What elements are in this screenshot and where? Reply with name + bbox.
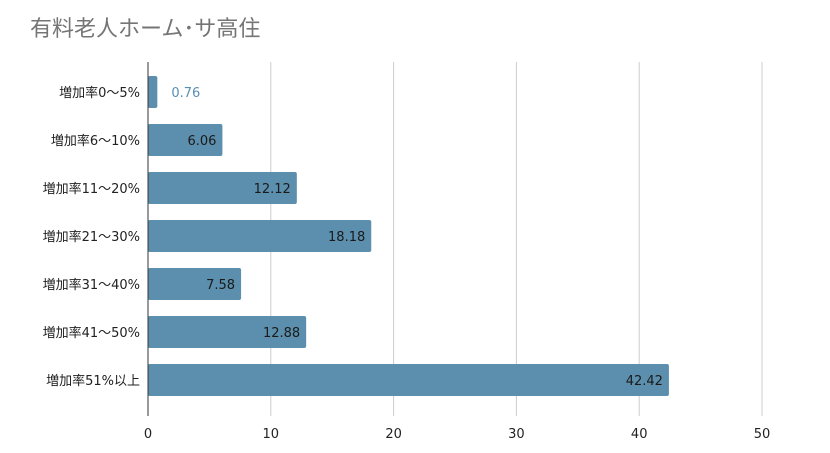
category-label: 増加率41〜50%: [43, 325, 140, 341]
bar: [148, 364, 669, 396]
grid-lines: [270, 62, 763, 416]
x-tick-label: 0: [144, 427, 152, 442]
category-label: 増加率0〜5%: [59, 85, 140, 101]
category-label: 増加率21〜30%: [43, 229, 140, 245]
data-label: 7.58: [206, 278, 235, 293]
data-label: 0.76: [171, 86, 200, 101]
data-label: 6.06: [187, 134, 216, 149]
category-label: 増加率11〜20%: [43, 181, 140, 197]
bars: [148, 76, 669, 396]
data-label: 12.12: [254, 182, 291, 197]
x-axis-ticks: 0 10 20 30 40 50: [144, 427, 770, 442]
data-label: 12.88: [263, 326, 300, 341]
bar: [148, 316, 307, 348]
data-label: 42.42: [626, 374, 663, 389]
category-label: 増加率31〜40%: [43, 277, 140, 293]
x-tick-label: 20: [385, 427, 402, 442]
value-labels: 0.76 6.06 12.12 18.18 7.58 12.88 42.42: [171, 86, 663, 389]
x-tick-label: 10: [263, 427, 280, 442]
category-labels: 増加率0〜5% 増加率6〜10% 増加率11〜20% 増加率21〜30% 増加率31〜4…: [43, 85, 140, 389]
x-tick-label: 50: [754, 427, 771, 442]
data-label: 18.18: [328, 230, 365, 245]
bar: [148, 76, 158, 108]
bar: [148, 268, 242, 300]
bar: [148, 220, 372, 252]
chart-title: 有料老人ホーム･サ高住: [30, 17, 260, 42]
bar: [148, 172, 297, 204]
bar: [148, 124, 223, 156]
category-label: 増加率51%以上: [46, 373, 140, 389]
x-tick-label: 40: [631, 427, 648, 442]
x-tick-label: 30: [508, 427, 525, 442]
category-label: 増加率6〜10%: [51, 133, 140, 149]
